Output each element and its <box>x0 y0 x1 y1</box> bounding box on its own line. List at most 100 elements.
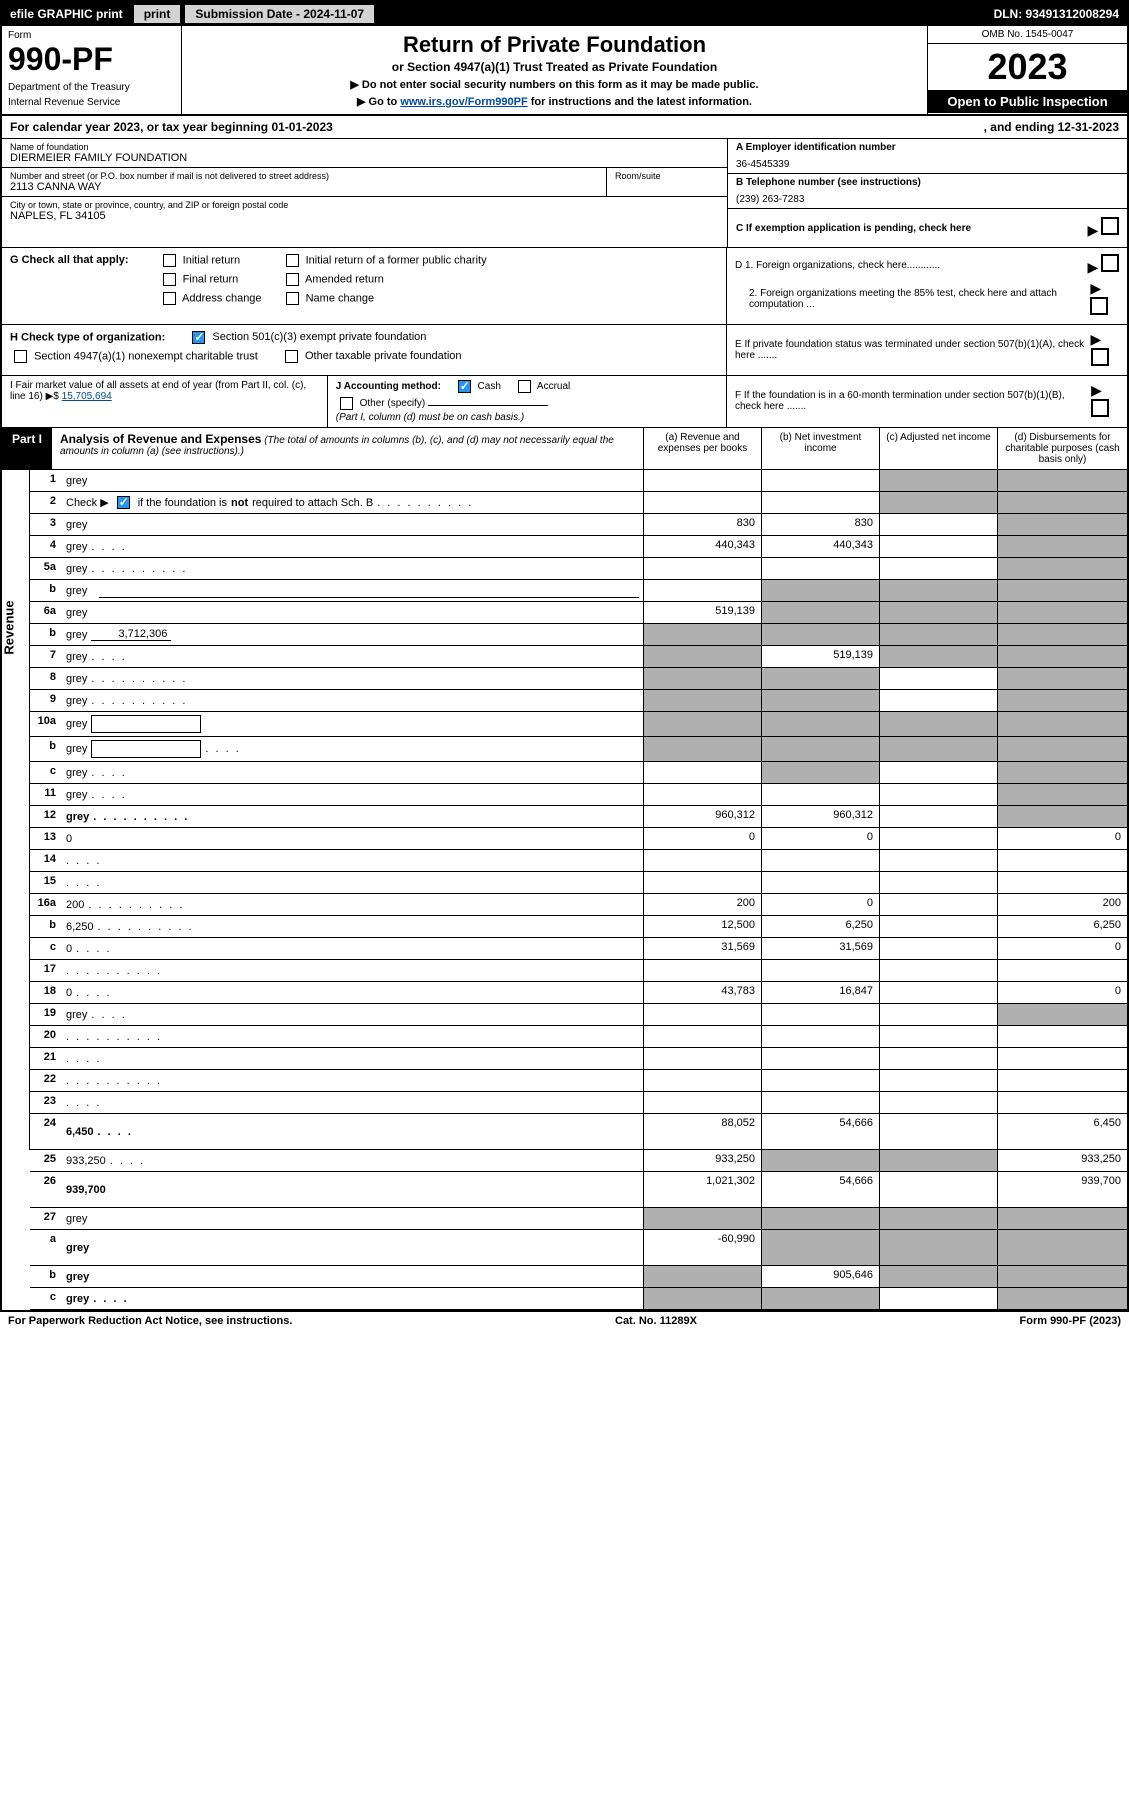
table-cell <box>879 1070 997 1091</box>
checkbox-final-return[interactable] <box>163 273 176 286</box>
checkbox-c[interactable] <box>1101 217 1119 235</box>
row-desc: grey <box>62 690 643 711</box>
print-button[interactable]: print <box>133 4 182 24</box>
checkbox-d1[interactable] <box>1101 254 1119 272</box>
phone-cell: B Telephone number (see instructions) (2… <box>728 174 1127 209</box>
table-row: 5agrey <box>30 558 1127 580</box>
table-row: 7grey519,139 <box>30 646 1127 668</box>
table-cell: 6,450 <box>997 1114 1127 1149</box>
footer-left: For Paperwork Reduction Act Notice, see … <box>8 1315 292 1327</box>
table-cell <box>879 712 997 736</box>
table-row: 18043,78316,8470 <box>30 982 1127 1004</box>
table-cell <box>879 1288 997 1309</box>
table-cell <box>879 1266 997 1287</box>
row-number: b <box>30 1266 62 1287</box>
checkbox-other-taxable[interactable] <box>285 350 298 363</box>
section-j: J Accounting method: Cash Accrual Other … <box>328 376 726 427</box>
expenses-table: Operating and Administrative Expenses 13… <box>2 828 1127 1150</box>
checkbox-e[interactable] <box>1091 348 1109 366</box>
dept-treasury: Department of the Treasury <box>8 82 175 93</box>
checkbox-name-change[interactable] <box>286 292 299 305</box>
table-cell <box>879 1114 997 1149</box>
table-cell <box>643 762 761 783</box>
section-i: I Fair market value of all assets at end… <box>2 376 328 427</box>
row-number: 13 <box>30 828 62 849</box>
table-cell <box>879 1092 997 1113</box>
row-desc: grey <box>62 1208 643 1229</box>
table-cell: 31,569 <box>761 938 879 959</box>
table-cell <box>879 828 997 849</box>
table-cell <box>643 1004 761 1025</box>
row-desc: 200 <box>62 894 643 915</box>
cal-begin: For calendar year 2023, or tax year begi… <box>10 120 333 134</box>
checkbox-cash[interactable] <box>458 380 471 393</box>
table-cell <box>761 668 879 689</box>
irs-link[interactable]: www.irs.gov/Form990PF <box>400 96 527 108</box>
table-row: 3grey830830 <box>30 514 1127 536</box>
omb-number: OMB No. 1545-0047 <box>928 26 1127 44</box>
table-cell <box>997 580 1127 601</box>
table-cell <box>643 1092 761 1113</box>
checkbox-4947[interactable] <box>14 350 27 363</box>
table-cell <box>761 470 879 491</box>
checkbox-501c3[interactable] <box>192 331 205 344</box>
checkbox-initial-return[interactable] <box>163 254 176 267</box>
table-cell <box>879 737 997 761</box>
table-cell <box>761 1048 879 1069</box>
checkbox-address-change[interactable] <box>163 292 176 305</box>
table-cell <box>761 690 879 711</box>
table-cell <box>879 580 997 601</box>
table-cell: 440,343 <box>761 536 879 557</box>
table-row: agrey-60,990 <box>30 1230 1127 1266</box>
table-row: 14 <box>30 850 1127 872</box>
checkbox-initial-former[interactable] <box>286 254 299 267</box>
table-cell: 0 <box>761 894 879 915</box>
ein-cell: A Employer identification number 36-4545… <box>728 139 1127 174</box>
table-cell: 933,250 <box>643 1150 761 1171</box>
table-row: cgrey <box>30 1288 1127 1310</box>
table-cell <box>879 762 997 783</box>
row-desc <box>62 872 643 893</box>
table-row: 22 <box>30 1070 1127 1092</box>
city-cell: City or town, state or province, country… <box>2 197 727 225</box>
checkbox-f[interactable] <box>1091 399 1109 417</box>
table-cell <box>879 850 997 871</box>
row-desc: 6,250 <box>62 916 643 937</box>
fmv-link[interactable]: 15,705,694 <box>62 391 112 402</box>
row-desc: grey <box>62 646 643 667</box>
row-desc: grey <box>62 668 643 689</box>
table-cell: 0 <box>997 828 1127 849</box>
table-row: 15 <box>30 872 1127 894</box>
table-cell <box>761 1004 879 1025</box>
checkbox-accrual[interactable] <box>518 380 531 393</box>
calendar-year-row: For calendar year 2023, or tax year begi… <box>2 116 1127 139</box>
table-cell <box>997 872 1127 893</box>
checkbox-other-method[interactable] <box>340 397 353 410</box>
table-cell <box>879 470 997 491</box>
table-cell <box>879 894 997 915</box>
revenue-table: Revenue 1grey2Check ▶ if the foundation … <box>2 470 1127 828</box>
checkbox-d2[interactable] <box>1090 297 1108 315</box>
header-left: Form 990-PF Department of the Treasury I… <box>2 26 182 114</box>
row-desc: grey <box>62 1266 643 1287</box>
checkbox-schb[interactable] <box>117 496 130 509</box>
table-cell <box>643 1288 761 1309</box>
row-number: 11 <box>30 784 62 805</box>
checkbox-amended[interactable] <box>286 273 299 286</box>
form-note1: ▶ Do not enter social security numbers o… <box>188 78 921 91</box>
row-desc: 0 <box>62 938 643 959</box>
table-cell <box>997 784 1127 805</box>
table-row: 11grey <box>30 784 1127 806</box>
table-cell <box>761 580 879 601</box>
table-cell <box>761 1230 879 1265</box>
table-cell <box>879 492 997 513</box>
row-number: 19 <box>30 1004 62 1025</box>
row-desc <box>62 1092 643 1113</box>
table-cell: 1,021,302 <box>643 1172 761 1207</box>
table-cell: 43,783 <box>643 982 761 1003</box>
header-right: OMB No. 1545-0047 2023 Open to Public In… <box>927 26 1127 114</box>
table-cell <box>643 850 761 871</box>
row-number: 8 <box>30 668 62 689</box>
table-cell: 933,250 <box>997 1150 1127 1171</box>
table-cell <box>879 1004 997 1025</box>
